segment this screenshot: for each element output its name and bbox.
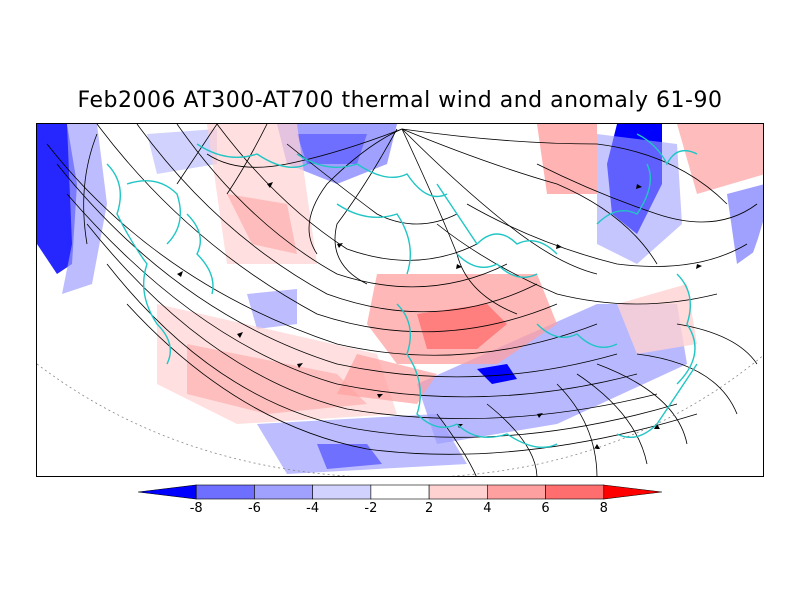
anomaly-blue-south-halo [257, 414, 467, 474]
colorbar-tick-label: 8 [599, 501, 608, 516]
anomaly-red-ne [537, 124, 597, 194]
anomaly-red-center-halo [367, 274, 557, 364]
polar-map [37, 124, 763, 476]
colorbar-tick-label: -8 [189, 501, 203, 516]
colorbar-segment [312, 484, 372, 500]
colorbar-tick-label: 2 [424, 501, 434, 516]
colorbar-segment [428, 484, 488, 500]
anomaly-blue-north-core [297, 134, 367, 164]
anomaly-red-south [337, 354, 437, 404]
colorbar [137, 484, 663, 500]
colorbar-segment [487, 484, 546, 500]
anomaly-red-far-ne [677, 124, 763, 194]
colorbar-tick-label: 6 [541, 501, 550, 516]
anomaly-blue-far-east [727, 184, 763, 264]
colorbar-tick-label: 4 [483, 501, 492, 516]
coastlines [106, 133, 698, 448]
hemisphere-mask-right [466, 221, 763, 476]
streamlines [46, 124, 758, 476]
anomaly-blue-band [417, 304, 687, 444]
latitude-circle [37, 355, 763, 476]
colorbar-tick-label: -4 [306, 501, 320, 516]
anomaly-blue-band-core [477, 364, 517, 384]
anomaly-blue-west-halo [62, 124, 107, 294]
anomaly-blue-east-halo [597, 134, 682, 264]
anomaly-blue-west [37, 124, 77, 274]
colorbar-segment [137, 484, 197, 500]
colorbar-segment [195, 484, 255, 500]
colorbar-segment [370, 484, 430, 500]
anomaly-field [37, 124, 763, 474]
colorbar-segment [603, 484, 663, 500]
colorbar-segment [545, 484, 605, 500]
map-panel [36, 123, 764, 477]
anomaly-blue-mid [247, 289, 297, 329]
anomaly-red-nw-halo [207, 124, 317, 264]
stream-arrows [177, 182, 702, 449]
colorbar-tick-label: -6 [247, 501, 261, 516]
map-title: Feb2006 AT300-AT700 thermal wind and ano… [77, 88, 723, 113]
colorbar-segment [254, 484, 313, 500]
anomaly-blue-north2 [147, 129, 217, 174]
hemisphere-mask-left [37, 244, 292, 476]
colorbar-tick-label: -2 [364, 501, 378, 516]
